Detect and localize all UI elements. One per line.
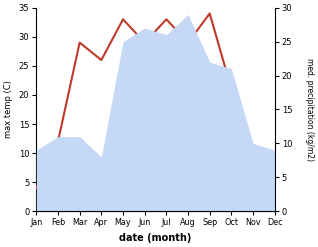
Y-axis label: med. precipitation (kg/m2): med. precipitation (kg/m2) <box>305 58 314 161</box>
X-axis label: date (month): date (month) <box>119 233 192 243</box>
Y-axis label: max temp (C): max temp (C) <box>4 81 13 138</box>
